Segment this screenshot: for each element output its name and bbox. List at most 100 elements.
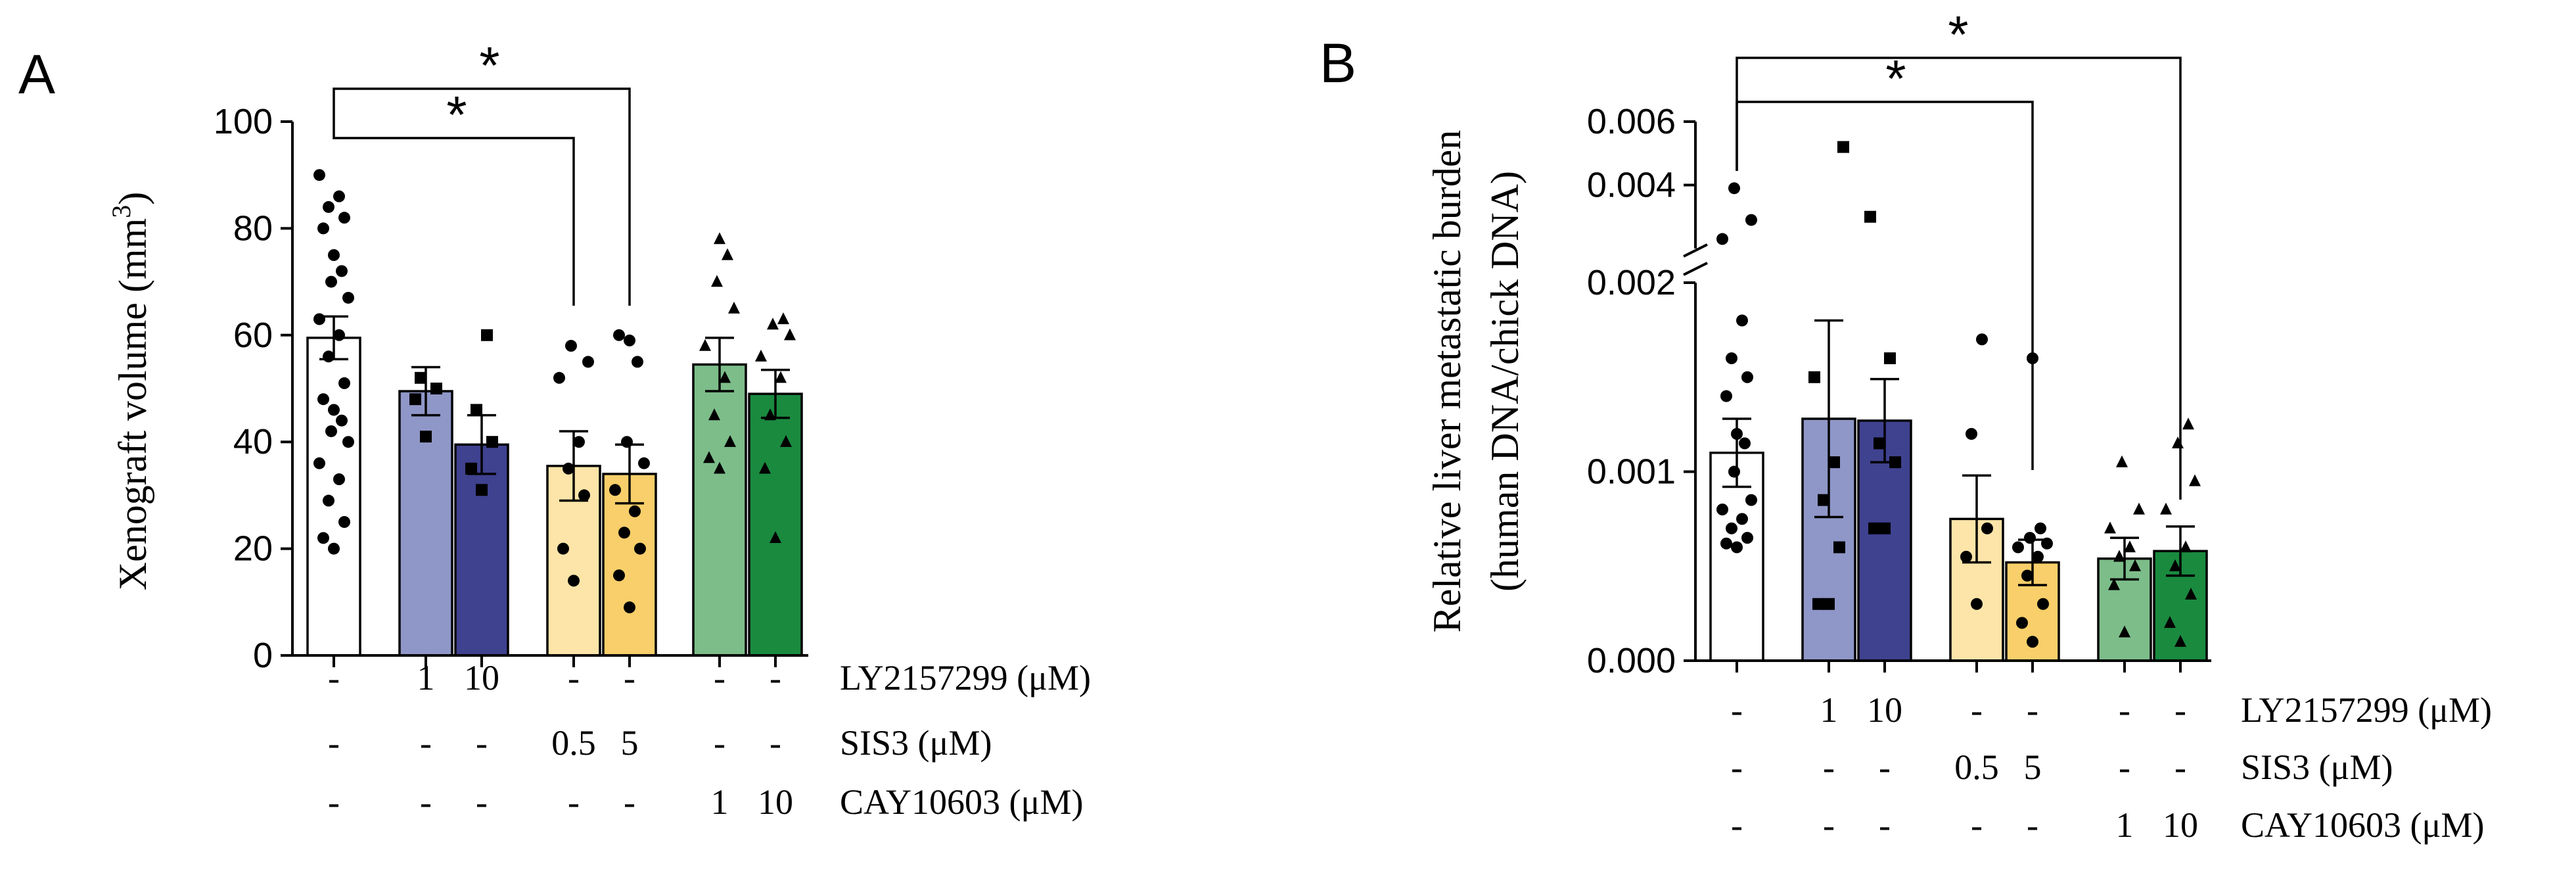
data-point xyxy=(328,404,340,416)
data-point xyxy=(420,431,432,443)
data-point xyxy=(624,601,635,613)
data-point xyxy=(481,329,493,341)
data-point xyxy=(2016,617,2028,629)
y-tick-label: 0.002 xyxy=(1587,263,1676,302)
treatment-value: - xyxy=(568,658,580,698)
treatment-row-label: LY2157299 (μM) xyxy=(2241,690,2492,730)
data-point xyxy=(338,212,350,224)
data-point xyxy=(1837,141,1849,153)
significance-star: * xyxy=(1948,5,1968,64)
data-point xyxy=(1828,456,1840,469)
y-tick-label: 0.001 xyxy=(1587,452,1676,492)
treatment-value: - xyxy=(1731,805,1743,845)
y-tick-label: 20 xyxy=(233,529,273,569)
treatment-value: - xyxy=(328,723,340,763)
data-point xyxy=(1818,494,1829,506)
data-point xyxy=(714,461,725,474)
treatment-value: - xyxy=(1731,747,1743,787)
data-point xyxy=(338,516,350,528)
data-point xyxy=(2027,636,2038,648)
data-point xyxy=(728,301,740,314)
data-point xyxy=(486,436,498,448)
data-point xyxy=(764,408,776,421)
treatment-value: - xyxy=(328,782,340,822)
data-point xyxy=(613,329,625,341)
data-point xyxy=(699,339,711,351)
data-point xyxy=(714,232,725,245)
data-point xyxy=(1720,537,1732,550)
data-point xyxy=(313,457,325,469)
treatment-value: - xyxy=(1731,690,1743,730)
treatment-value: 1 xyxy=(417,658,435,698)
data-point xyxy=(784,328,796,341)
y-axis-label-text: Xenograft volume (mm xyxy=(111,218,154,591)
data-point xyxy=(1823,598,1835,610)
data-point xyxy=(317,393,329,406)
data-point xyxy=(711,275,723,287)
data-point xyxy=(2032,550,2044,563)
significance-bracket xyxy=(333,87,631,306)
treatment-value: - xyxy=(568,782,580,822)
data-point xyxy=(317,222,329,235)
data-point xyxy=(471,404,482,416)
y-tick-label: 0.004 xyxy=(1587,166,1676,205)
y-axis-label-superscript: 3 xyxy=(106,205,136,218)
data-point xyxy=(578,489,590,502)
y-tick-label: 0.006 xyxy=(1587,102,1676,141)
data-point xyxy=(2037,598,2049,610)
data-point xyxy=(465,462,477,475)
data-point xyxy=(1808,371,1820,383)
data-point xyxy=(2189,474,2201,486)
data-point xyxy=(1741,532,1753,544)
treatment-value: - xyxy=(1971,805,1983,845)
bar xyxy=(748,392,803,657)
data-point xyxy=(2185,588,2197,600)
y-tick-label: 80 xyxy=(233,208,273,248)
data-point xyxy=(336,414,348,427)
data-point xyxy=(1731,428,1743,440)
data-point xyxy=(618,527,630,539)
data-point xyxy=(2172,437,2184,449)
treatment-value: - xyxy=(420,782,432,822)
data-point xyxy=(1736,314,1748,327)
data-point xyxy=(708,408,720,421)
data-point xyxy=(1745,494,1757,506)
data-point xyxy=(1739,437,1751,450)
treatment-value: - xyxy=(2174,690,2186,730)
data-point xyxy=(703,451,715,463)
treatment-value: - xyxy=(714,658,725,698)
data-point xyxy=(1812,598,1824,610)
significance-bracket xyxy=(333,102,575,306)
data-point xyxy=(336,265,348,277)
data-point xyxy=(638,457,650,469)
y-tick-label: 0.000 xyxy=(1587,641,1676,680)
treatment-value: - xyxy=(2119,747,2130,787)
treatment-value: 10 xyxy=(1867,690,1902,730)
treatment-value: - xyxy=(624,658,635,698)
axis-break-mark xyxy=(1683,243,1708,258)
data-point xyxy=(613,569,625,582)
y-tick-label: 40 xyxy=(233,422,273,461)
data-point xyxy=(313,313,325,325)
significance-star: * xyxy=(479,36,499,95)
data-point xyxy=(759,461,771,474)
data-point xyxy=(1728,465,1740,478)
data-point xyxy=(317,532,329,544)
y-axis-label-line1: Relative liver metastatic burden xyxy=(1425,130,1469,633)
data-point xyxy=(2012,541,2024,554)
treatment-value: - xyxy=(328,658,340,698)
treatment-row-label: CAY10603 (μM) xyxy=(840,782,1084,822)
treatment-value: - xyxy=(2027,805,2038,845)
treatment-value: 5 xyxy=(2024,747,2042,787)
data-point xyxy=(557,542,569,555)
data-point xyxy=(323,350,334,363)
treatment-value: - xyxy=(2174,747,2186,787)
data-point xyxy=(1868,522,1880,534)
treatment-value: - xyxy=(1879,805,1891,845)
data-point xyxy=(2119,625,2130,638)
data-point xyxy=(476,484,488,496)
data-point xyxy=(430,383,442,394)
data-point xyxy=(1864,210,1876,223)
treatment-value: 10 xyxy=(464,658,499,698)
data-point xyxy=(2041,537,2053,550)
